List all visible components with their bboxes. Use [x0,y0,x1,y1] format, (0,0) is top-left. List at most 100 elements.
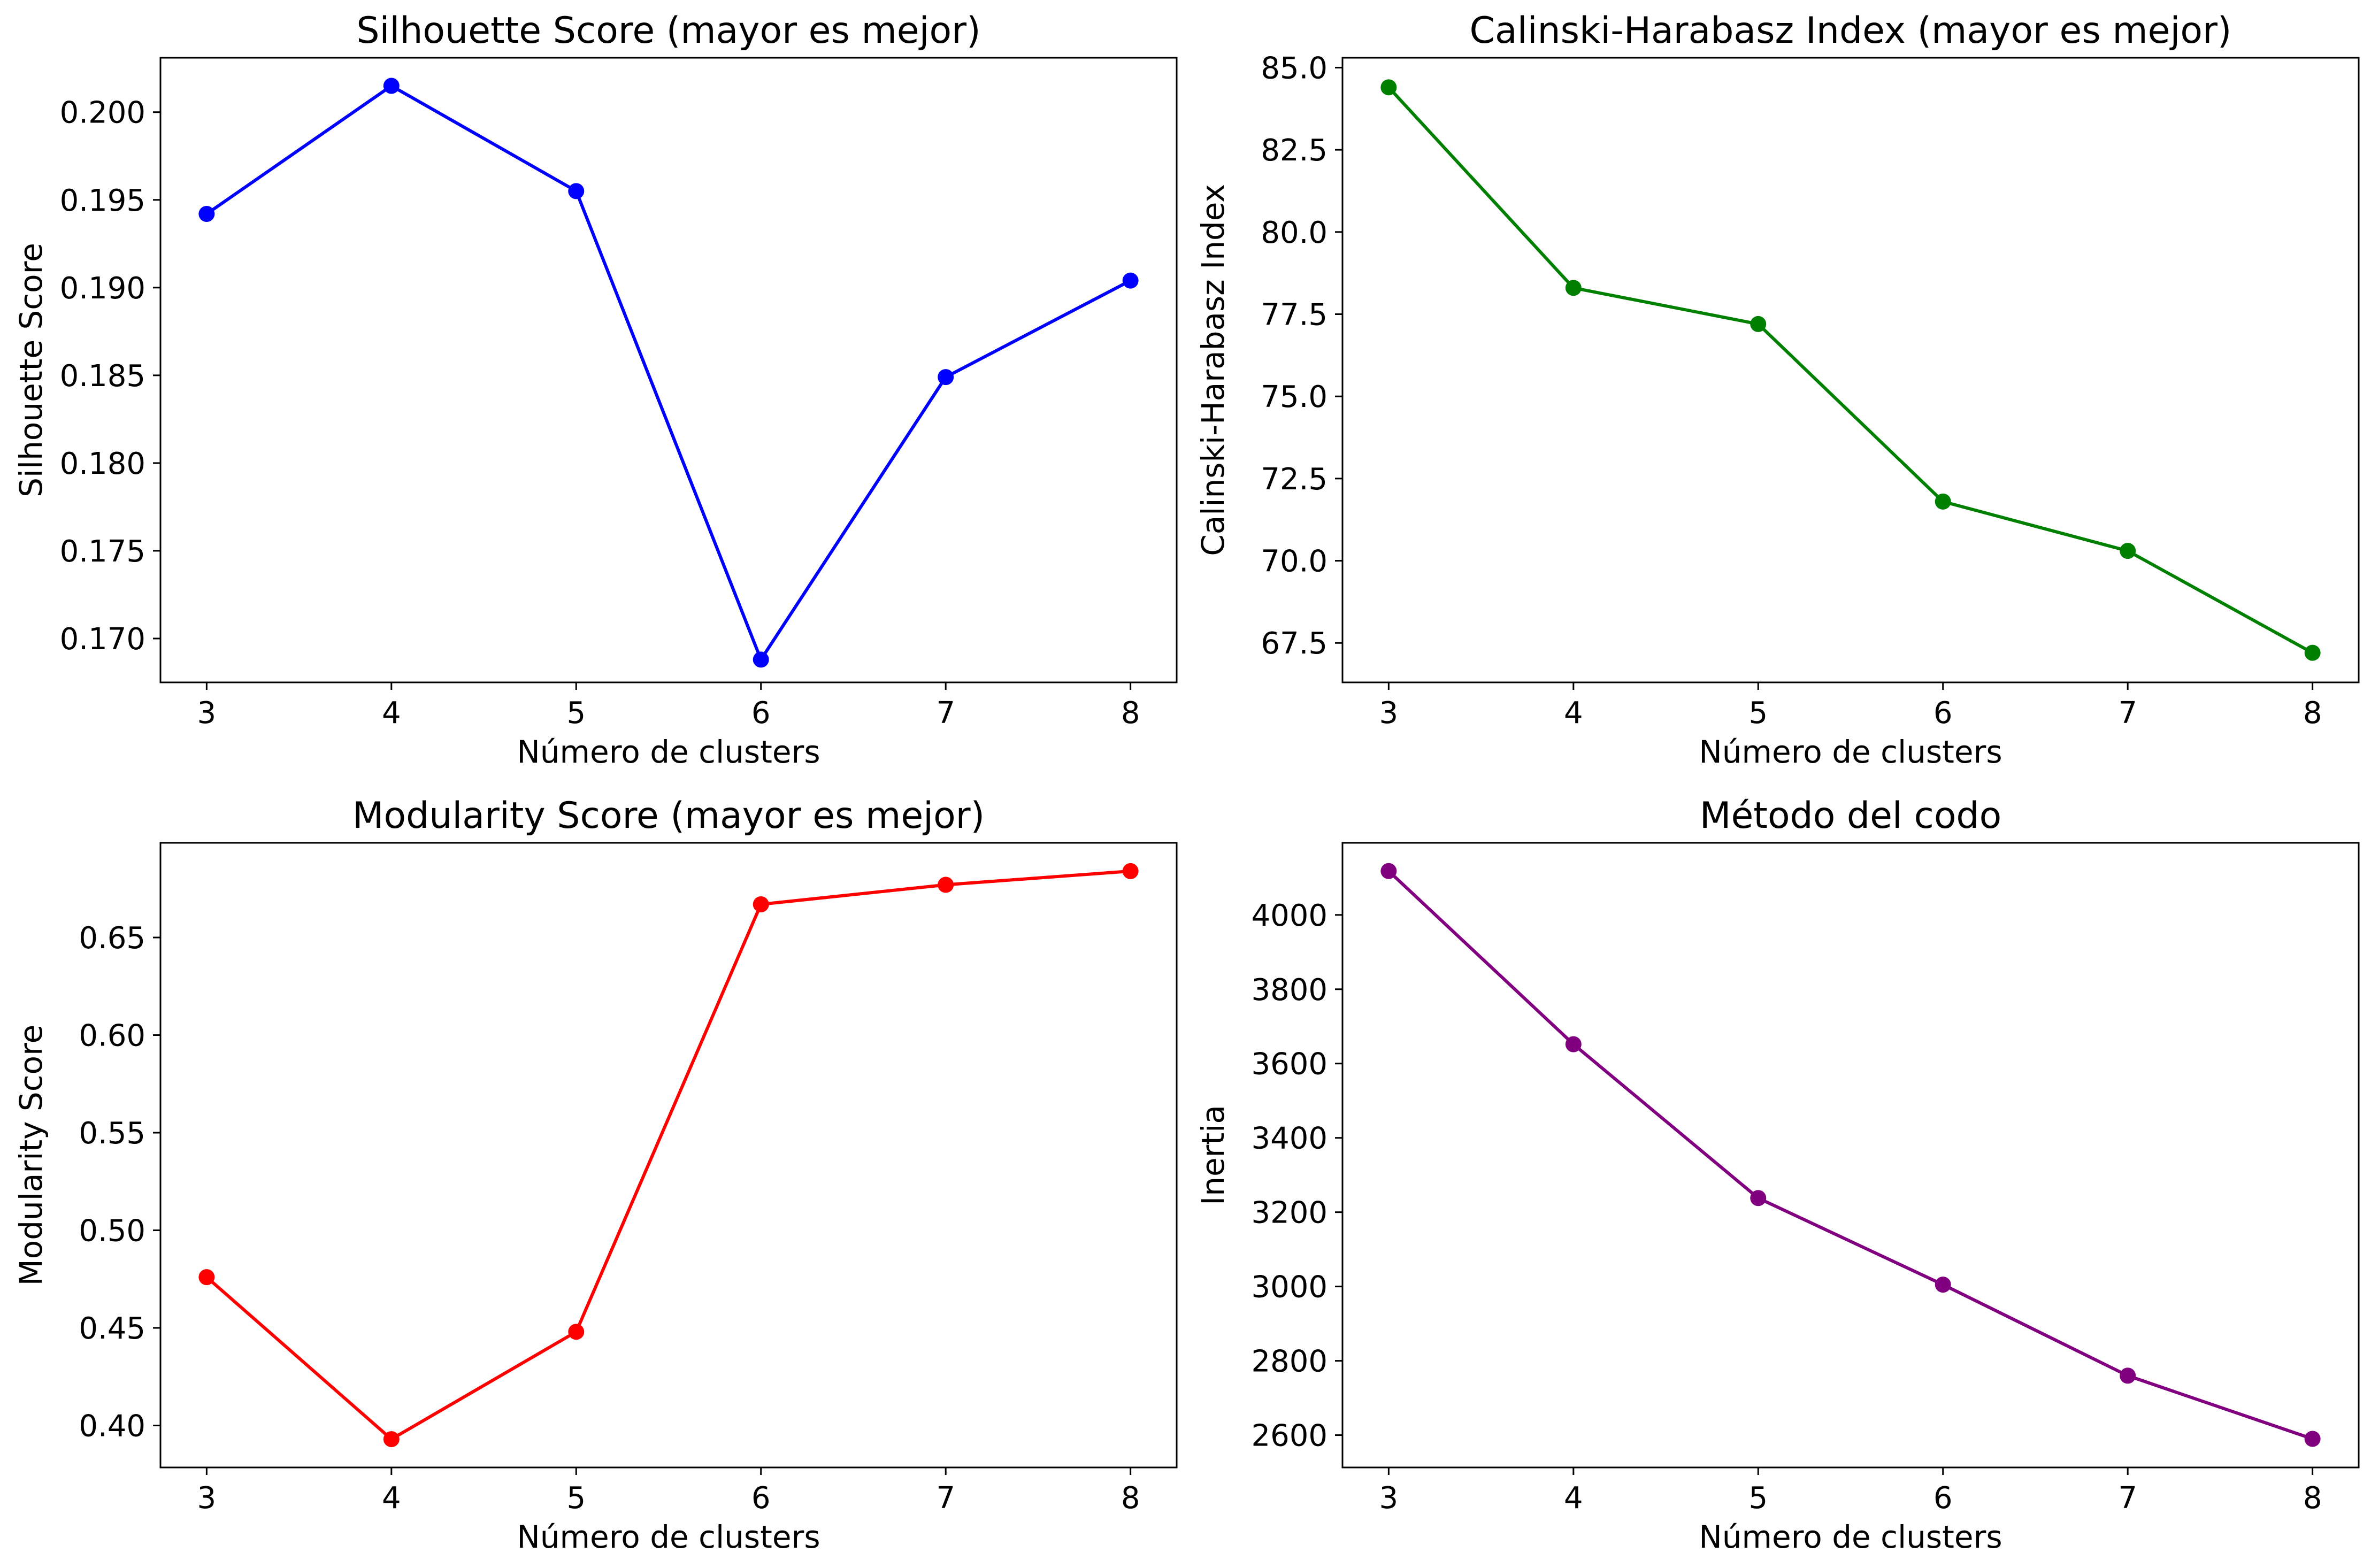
data-point [383,1431,400,1448]
y-tick-label: 82.5 [1261,133,1328,168]
axes-frame [1341,57,2360,683]
data-point [1380,79,1397,96]
x-tick-label: 4 [1564,696,1583,731]
data-point [938,877,954,893]
x-tick-label: 6 [751,696,771,731]
axes-frame [1341,842,2360,1469]
x-tick-label: 8 [1121,1481,1140,1516]
x-tick-label: 7 [2118,696,2137,731]
x-tick-label: 4 [382,696,401,731]
y-tick-label: 0.65 [79,921,145,956]
x-axis-label: Número de clusters [517,1519,820,1555]
data-point [1935,493,1951,510]
y-tick-label: 0.60 [79,1019,145,1054]
chart-panel-4: Método del codo 3 4 5 6 7 8 2600 2800 3000 3200 340… [1195,795,2360,1555]
y-tick-label: 77.5 [1261,297,1328,332]
axes-frame [159,57,1178,683]
series-line [1387,870,2313,1441]
x-tick-label: 3 [197,696,217,731]
x-tick-label: 6 [1933,696,1953,731]
y-axis-label: Modularity Score [13,1025,49,1286]
x-axis-label: Número de clusters [1699,1519,2002,1555]
data-point [753,896,769,912]
chart-title: Calinski-Harabasz Index (mayor es mejor) [1470,10,2232,52]
x-tick-label: 3 [1379,696,1399,731]
data-point [2304,1431,2321,1447]
y-tick-label: 2800 [1251,1344,1328,1379]
data-point [753,651,769,668]
data-point [568,183,585,199]
y-tick-label: 72.5 [1261,462,1328,497]
data-point [2120,1367,2136,1384]
data-point [1565,280,1582,296]
y-tick-label: 3800 [1251,973,1328,1008]
x-tick-label: 7 [936,1481,955,1516]
chart-panel-2: Calinski-Harabasz Index (mayor es mejor)… [1195,10,2360,770]
y-tick-label: 0.40 [79,1409,145,1444]
x-tick-label: 4 [1564,1481,1583,1516]
series-line [205,869,1131,1441]
chart-title: Modularity Score (mayor es mejor) [352,795,985,837]
x-tick-label: 3 [197,1481,217,1516]
axes-frame [159,842,1178,1469]
y-tick-label: 3600 [1251,1047,1328,1082]
y-tick-label: 0.170 [60,622,145,657]
data-point [1935,1277,1951,1293]
data-point [1750,1190,1767,1206]
y-tick-label: 3400 [1251,1121,1328,1156]
x-tick-label: 4 [382,1481,401,1516]
y-tick-label: 0.190 [60,271,145,306]
series-line [1387,86,2314,655]
x-tick-label: 8 [2303,1481,2322,1516]
y-tick-label: 3000 [1251,1270,1328,1305]
data-point [1565,1036,1582,1052]
y-tick-label: 85.0 [1261,51,1328,86]
x-axis-label: Número de clusters [1699,734,2002,770]
y-tick-label: 4000 [1251,898,1328,933]
chart-title: Método del codo [1700,795,2001,837]
y-tick-label: 0.200 [60,96,145,130]
chart-panel-3: Modularity Score (mayor es mejor) 3 4 5 6 7 8 0… [13,795,1178,1555]
data-point [198,1269,215,1286]
y-tick-label: 0.180 [60,447,145,481]
y-tick-label: 0.50 [79,1214,145,1249]
x-tick-label: 7 [936,696,955,731]
x-tick-label: 5 [566,1481,586,1516]
chart-title: Silhouette Score (mayor es mejor) [356,10,980,52]
x-tick-label: 8 [2303,696,2322,731]
y-tick-label: 0.195 [60,183,145,218]
y-tick-label: 75.0 [1261,380,1328,414]
chart-panel-1: Silhouette Score (mayor es mejor) 3 4 5 6 7 8 0… [13,10,1178,770]
y-axis-label: Inertia [1195,1105,1231,1205]
y-tick-label: 0.45 [79,1311,145,1346]
y-tick-label: 70.0 [1261,544,1328,579]
x-tick-label: 8 [1121,696,1140,731]
data-point [383,78,400,94]
x-axis-label: Número de clusters [517,734,820,770]
data-point [1380,863,1397,879]
data-point [938,369,954,386]
x-tick-label: 5 [1748,696,1768,731]
x-tick-label: 5 [566,696,586,731]
y-tick-label: 67.5 [1261,626,1328,661]
x-tick-label: 5 [1748,1481,1768,1516]
data-point [2120,543,2136,559]
series-line [205,84,1131,662]
x-tick-label: 3 [1379,1481,1399,1516]
data-point [1750,316,1767,332]
data-point [2304,644,2321,661]
data-point [568,1324,585,1340]
y-tick-label: 0.175 [60,534,145,569]
y-tick-label: 2600 [1251,1419,1328,1454]
y-tick-label: 0.55 [79,1116,145,1151]
y-tick-label: 0.185 [60,359,145,394]
data-point [1122,272,1139,289]
y-tick-label: 80.0 [1261,216,1328,250]
x-tick-label: 6 [751,1481,771,1516]
y-axis-label: Calinski-Harabasz Index [1195,184,1231,556]
data-point [198,206,215,222]
y-tick-label: 3200 [1251,1196,1328,1231]
data-point [1122,863,1139,879]
x-tick-label: 6 [1933,1481,1953,1516]
